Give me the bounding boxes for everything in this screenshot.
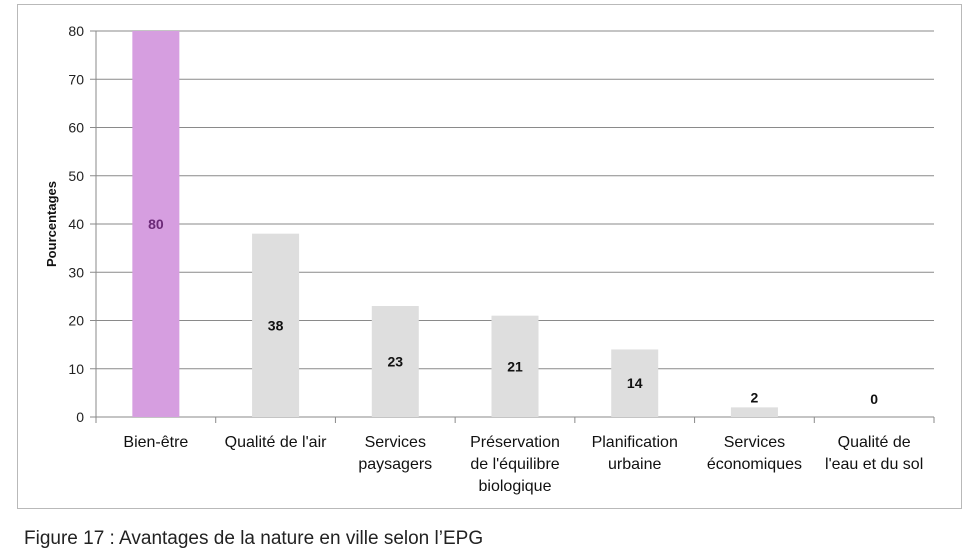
data-label: 2 — [751, 389, 759, 405]
data-label: 80 — [148, 216, 164, 232]
data-label: 14 — [627, 375, 643, 391]
x-category-label: biologique — [479, 478, 552, 495]
x-category-label: paysagers — [358, 456, 432, 473]
bar — [611, 349, 659, 417]
data-label: 21 — [507, 358, 523, 374]
bar — [491, 315, 539, 417]
y-tick-label: 40 — [68, 216, 84, 232]
y-tick-label: 10 — [68, 361, 84, 377]
bar — [371, 306, 419, 417]
y-tick-label: 50 — [68, 168, 84, 184]
x-category-label: Bien-être — [123, 434, 188, 451]
x-category-label: urbaine — [608, 456, 661, 473]
x-category-label: Services — [724, 434, 785, 451]
y-axis-label: Pourcentages — [44, 181, 59, 267]
y-tick-label: 80 — [68, 23, 84, 39]
x-category-label: Préservation — [470, 434, 560, 451]
bar — [132, 31, 180, 417]
x-category-label: de l'équilibre — [470, 456, 559, 473]
data-label: 0 — [870, 391, 878, 407]
x-category-label: Qualité de l'air — [225, 434, 327, 451]
bar — [252, 233, 300, 417]
data-label: 23 — [387, 354, 403, 370]
bar — [730, 407, 778, 417]
figure-caption: Figure 17 : Avantages de la nature en vi… — [24, 528, 484, 549]
x-category-label: économiques — [707, 456, 802, 473]
data-label: 38 — [268, 317, 284, 333]
x-category-label: Services — [365, 434, 426, 451]
x-category-label: Planification — [592, 434, 678, 451]
y-tick-label: 60 — [68, 120, 84, 136]
y-tick-label: 30 — [68, 264, 84, 280]
y-tick-label: 70 — [68, 71, 84, 87]
x-category-label: l'eau et du sol — [825, 456, 923, 473]
x-category-label: Qualité de — [838, 434, 911, 451]
y-tick-label: 0 — [76, 409, 84, 425]
y-tick-label: 20 — [68, 313, 84, 329]
